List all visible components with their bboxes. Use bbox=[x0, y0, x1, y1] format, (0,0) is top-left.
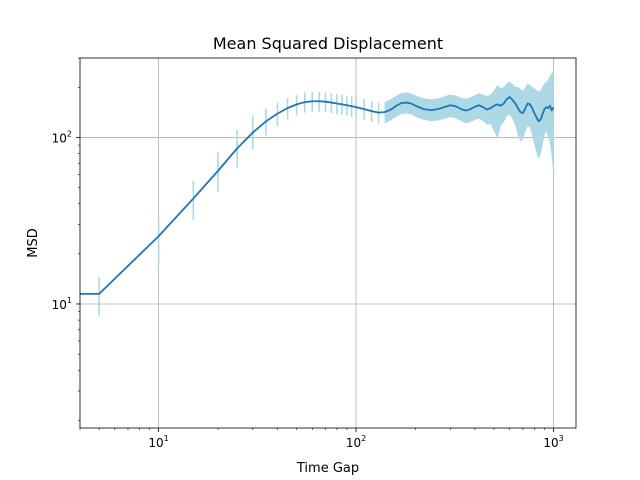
y-tick-label: 101 bbox=[52, 296, 72, 312]
y-axis-ticks: 101 102 bbox=[52, 57, 80, 421]
axes-frame bbox=[79, 57, 577, 429]
y-axis-label: MSD bbox=[26, 228, 41, 257]
x-tick-label: 102 bbox=[346, 434, 366, 450]
x-tick-label: 101 bbox=[148, 434, 168, 450]
chart-title: Mean Squared Displacement bbox=[213, 34, 443, 53]
msd-series-line bbox=[80, 96, 555, 295]
x-axis-ticks: 101 102 103 bbox=[79, 428, 564, 450]
error-band-area bbox=[384, 70, 554, 173]
y-tick-label: 102 bbox=[52, 129, 72, 145]
plot-area bbox=[79, 57, 577, 429]
series-layer bbox=[80, 96, 555, 295]
x-axis-label: Time Gap bbox=[296, 461, 359, 476]
x-tick-label: 103 bbox=[543, 434, 563, 450]
